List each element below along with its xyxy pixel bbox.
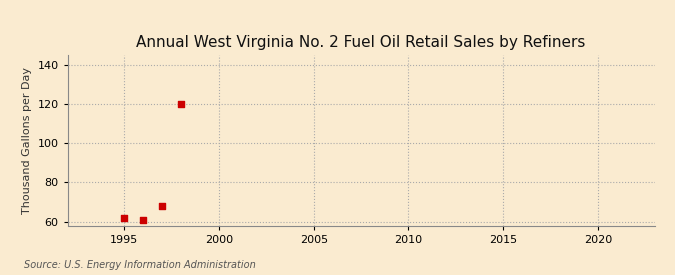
Point <box>176 102 186 106</box>
Y-axis label: Thousand Gallons per Day: Thousand Gallons per Day <box>22 67 32 214</box>
Point <box>157 204 167 208</box>
Title: Annual West Virginia No. 2 Fuel Oil Retail Sales by Refiners: Annual West Virginia No. 2 Fuel Oil Reta… <box>136 35 586 50</box>
Point <box>138 218 148 222</box>
Text: Source: U.S. Energy Information Administration: Source: U.S. Energy Information Administ… <box>24 260 255 270</box>
Point <box>119 215 130 220</box>
